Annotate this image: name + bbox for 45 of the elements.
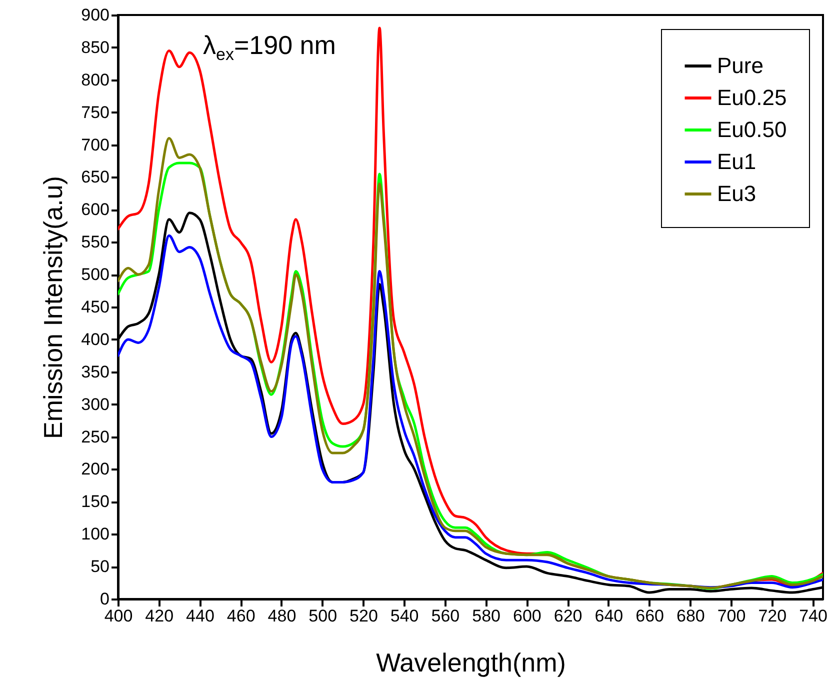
x-tick-label: 480 [268, 606, 296, 626]
x-tick-label: 420 [145, 606, 174, 626]
y-tick-label: 200 [81, 460, 110, 479]
x-tick-label: 680 [676, 606, 705, 626]
y-axis-title: Emission Intensity(a.u) [38, 176, 68, 439]
y-tick-label: 700 [81, 135, 110, 154]
legend-label: Eu3 [717, 181, 756, 206]
x-axis-title: Wavelength(nm) [376, 648, 566, 678]
x-tick-label: 660 [636, 606, 664, 626]
x-tick-label: 700 [717, 606, 746, 626]
x-tick-label: 600 [513, 606, 542, 626]
y-tick-label: 850 [81, 38, 110, 57]
x-tick-label: 720 [758, 606, 787, 626]
x-tick-label: 400 [104, 606, 133, 626]
y-tick-label: 650 [81, 168, 110, 187]
y-tick-label: 100 [81, 524, 110, 544]
y-tick-label: 150 [81, 492, 110, 512]
annotation: λ$_{ex}$=190 nm [203, 30, 336, 66]
y-tick-label: 500 [81, 265, 110, 284]
y-tick-label: 400 [81, 330, 110, 349]
x-tick-label: 540 [390, 606, 419, 626]
x-tick-label: 580 [472, 606, 501, 626]
y-tick-label: 450 [81, 298, 110, 316]
y-tick-label: 300 [81, 394, 110, 414]
x-tick-label: 440 [186, 606, 214, 626]
x-tick-label: 560 [431, 606, 460, 626]
y-tick-label: 900 [81, 6, 110, 24]
y-tick-label: 0 [100, 590, 110, 608]
x-tick-label: 460 [226, 606, 256, 626]
x-tick-label: 620 [554, 606, 582, 626]
y-tick-label: 350 [81, 362, 110, 382]
y-tick-label: 750 [81, 102, 110, 122]
legend-label: Eu0.50 [717, 117, 787, 142]
y-tick-label: 600 [81, 200, 110, 220]
y-tick-label: 800 [81, 70, 110, 90]
y-tick-label: 550 [81, 232, 110, 252]
x-tick-label: 500 [308, 606, 338, 626]
legend-label: Pure [717, 53, 764, 78]
x-tick-label: 640 [594, 606, 624, 626]
x-tick-label: 520 [350, 606, 378, 626]
legend-label: Eu0.25 [717, 85, 787, 110]
x-tick-label: 740 [799, 606, 828, 626]
legend-label: Eu1 [717, 149, 756, 174]
y-tick-label: 50 [90, 557, 110, 576]
y-tick-label: 250 [81, 427, 110, 446]
